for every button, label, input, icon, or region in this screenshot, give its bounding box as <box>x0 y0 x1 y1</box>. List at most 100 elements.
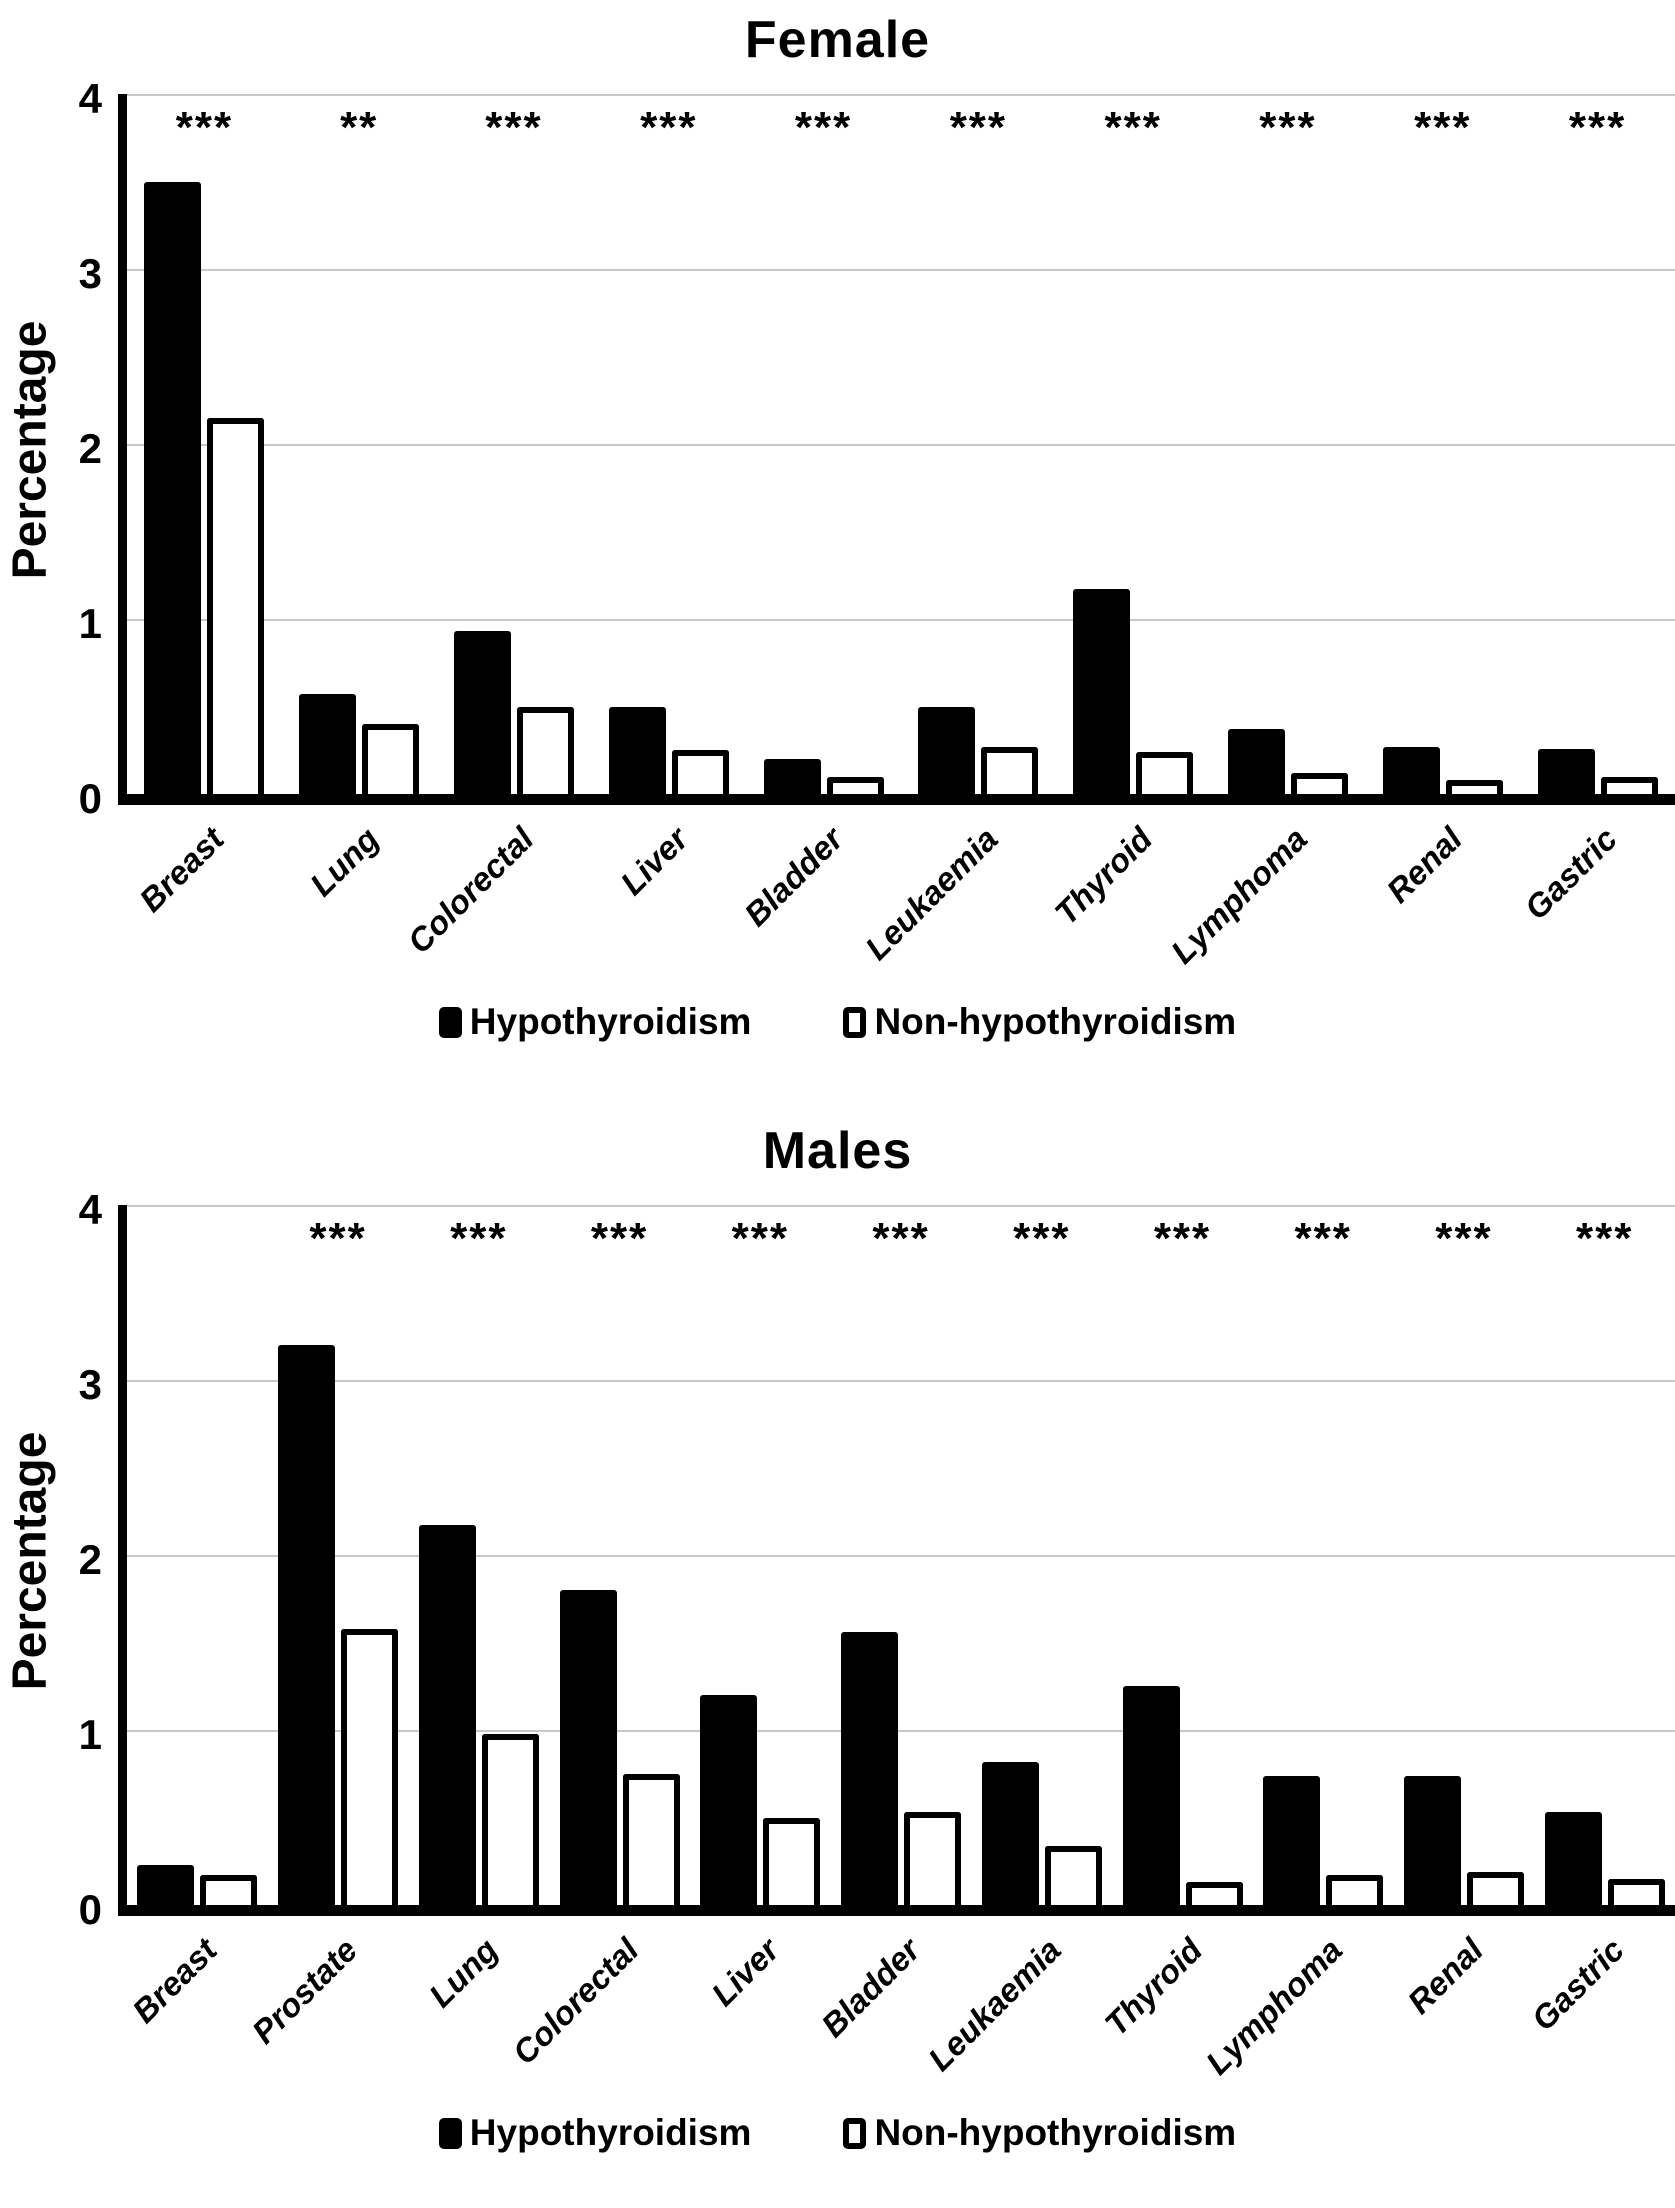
gridline-3 <box>127 1380 1675 1382</box>
significance-stars-renal: *** <box>1414 103 1472 152</box>
legend-filled-swatch-icon <box>438 2117 462 2149</box>
significance-stars-leukaemia: *** <box>1013 1214 1071 1263</box>
bar-hypothyroidism-breast <box>144 181 202 794</box>
category-group-lung: ** Lung <box>282 94 437 903</box>
bar-hypothyroidism-leukaemia <box>981 1761 1039 1905</box>
legend-label: Non-hypothyroidism <box>874 2112 1237 2153</box>
bar-non-hypothyroidism-liver <box>671 750 729 794</box>
bar-hypothyroidism-lymphoma <box>1263 1775 1321 1905</box>
gridline-2 <box>127 444 1675 446</box>
legend-item-non-hypothyroidism: Non-hypothyroidism <box>843 2112 1236 2154</box>
significance-stars-gastric: *** <box>1576 1214 1634 1263</box>
chart-males: Males Percentage 0 1 2 3 4 Breast *** Prostate… <box>0 1121 1675 2154</box>
y-tick-label-3: 3 <box>78 250 102 297</box>
bar-groups: *** Breast ** Lung *** Colorectal *** Liver *** B… <box>127 94 1675 971</box>
bar-non-hypothyroidism-bladder <box>826 776 884 794</box>
bar-non-hypothyroidism-gastric <box>1600 776 1658 794</box>
y-tick-label-2: 2 <box>78 1536 102 1583</box>
chart-title-female: Female <box>744 11 931 69</box>
bar-hypothyroidism-liver <box>608 706 666 794</box>
category-group-leukaemia: *** Leukaemia <box>921 1205 1112 2078</box>
category-group-gastric: *** Gastric <box>1517 94 1675 927</box>
y-tick-label-0: 0 <box>78 1886 102 1933</box>
bar-hypothyroidism-thyroid <box>1122 1686 1180 1905</box>
category-group-prostate: *** Prostate <box>245 1205 409 2051</box>
significance-stars-liver: *** <box>731 1214 789 1263</box>
legend-label: Hypothyroidism <box>469 2112 752 2153</box>
y-tick-label-0: 0 <box>78 775 102 822</box>
significance-stars-lung: *** <box>450 1214 508 1263</box>
plot-area: Breast *** Prostate *** Lung *** Colorectal ***… <box>118 1205 1675 2082</box>
significance-stars-thyroid: *** <box>1153 1214 1212 1263</box>
bar-non-hypothyroidism-colorectal <box>516 706 574 794</box>
legend-label: Non-hypothyroidism <box>874 1001 1237 1042</box>
significance-stars-bladder: *** <box>872 1214 930 1263</box>
bar-non-hypothyroidism-thyroid <box>1136 752 1194 794</box>
bar-non-hypothyroidism-breast <box>200 1875 258 1905</box>
y-tick-label-1: 1 <box>78 600 102 647</box>
significance-stars-lymphoma: *** <box>1259 103 1317 152</box>
bar-non-hypothyroidism-bladder <box>904 1812 962 1905</box>
bar-hypothyroidism-lung <box>418 1525 476 1905</box>
significance-stars-bladder: *** <box>794 103 853 152</box>
significance-stars-lymphoma: *** <box>1294 1214 1352 1263</box>
gridline-4 <box>127 94 1675 96</box>
bar-non-hypothyroidism-colorectal <box>622 1773 680 1905</box>
bar-non-hypothyroidism-leukaemia <box>1044 1845 1102 1905</box>
y-tick-label-4: 4 <box>78 75 102 122</box>
bar-hypothyroidism-bladder <box>841 1632 899 1905</box>
category-group-breast: *** Breast <box>127 94 282 919</box>
gridline-4 <box>127 1205 1675 1207</box>
significance-stars-gastric: *** <box>1568 103 1627 152</box>
category-group-colorectal: *** Colorectal <box>400 94 592 960</box>
bar-hypothyroidism-lung <box>299 694 357 794</box>
bar-hypothyroidism-renal <box>1403 1775 1461 1905</box>
category-group-renal: *** Renal <box>1365 94 1520 910</box>
significance-stars-liver: *** <box>640 103 698 152</box>
category-group-lymphoma: *** Lymphoma <box>1199 1205 1394 2082</box>
bar-non-hypothyroidism-prostate <box>341 1628 399 1905</box>
bar-hypothyroidism-breast <box>137 1864 195 1905</box>
bar-non-hypothyroidism-thyroid <box>1185 1882 1243 1905</box>
y-tick-label-2: 2 <box>78 425 102 472</box>
bar-non-hypothyroidism-renal <box>1445 780 1503 794</box>
gridline-1 <box>127 1730 1675 1732</box>
category-group-leukaemia: *** Leukaemia <box>858 94 1056 967</box>
significance-stars-lung: ** <box>340 103 379 152</box>
plot-row: Percentage 0 1 2 3 4 Breast *** Prostate *** Lun… <box>0 1189 1675 2082</box>
category-group-colorectal: *** Colorectal <box>505 1205 690 2071</box>
significance-stars-colorectal: *** <box>590 1214 649 1263</box>
gridline-2 <box>127 1555 1675 1557</box>
category-group-gastric: *** Gastric <box>1524 1205 1675 2038</box>
category-group-renal: *** Renal <box>1394 1205 1535 2021</box>
bar-hypothyroidism-thyroid <box>1073 589 1131 794</box>
bar-non-hypothyroidism-lung <box>481 1733 539 1905</box>
bar-hypothyroidism-colorectal <box>453 631 511 794</box>
category-group-bladder: *** Bladder <box>737 94 901 933</box>
significance-stars-renal: *** <box>1435 1214 1493 1263</box>
legend: Hypothyroidism Non-hypothyroidism <box>0 2112 1675 2154</box>
category-group-breast: Breast <box>125 1205 268 2030</box>
category-group-lymphoma: *** Lymphoma <box>1164 94 1366 971</box>
legend-open-swatch-icon <box>843 1006 867 1038</box>
bar-groups: Breast *** Prostate *** Lung *** Colorectal ***… <box>125 1205 1675 2082</box>
y-axis-label: Percentage <box>3 320 57 579</box>
bar-non-hypothyroidism-renal <box>1466 1871 1524 1905</box>
bar-hypothyroidism-renal <box>1382 746 1440 794</box>
category-group-bladder: *** Bladder <box>814 1205 972 2044</box>
plot-row: Percentage 0 1 2 3 4 *** Breast ** Lung *** Color… <box>0 78 1675 971</box>
legend: Hypothyroidism Non-hypothyroidism <box>0 1001 1675 1043</box>
bar-non-hypothyroidism-lymphoma <box>1290 773 1348 794</box>
y-axis: Percentage 0 1 2 3 4 <box>0 1189 118 1931</box>
y-tick-label-3: 3 <box>78 1361 102 1408</box>
category-group-liver: *** Liver <box>591 94 746 902</box>
bar-non-hypothyroidism-liver <box>763 1817 821 1905</box>
bar-non-hypothyroidism-lymphoma <box>1326 1875 1384 1905</box>
plot-area: *** Breast ** Lung *** Colorectal *** Liver *** B… <box>118 94 1675 971</box>
y-tick-label-1: 1 <box>78 1711 102 1758</box>
significance-stars-prostate: *** <box>309 1214 367 1263</box>
legend-item-hypothyroidism: Hypothyroidism <box>438 1001 751 1043</box>
legend-open-swatch-icon <box>843 2117 867 2149</box>
significance-stars-colorectal: *** <box>485 103 543 152</box>
